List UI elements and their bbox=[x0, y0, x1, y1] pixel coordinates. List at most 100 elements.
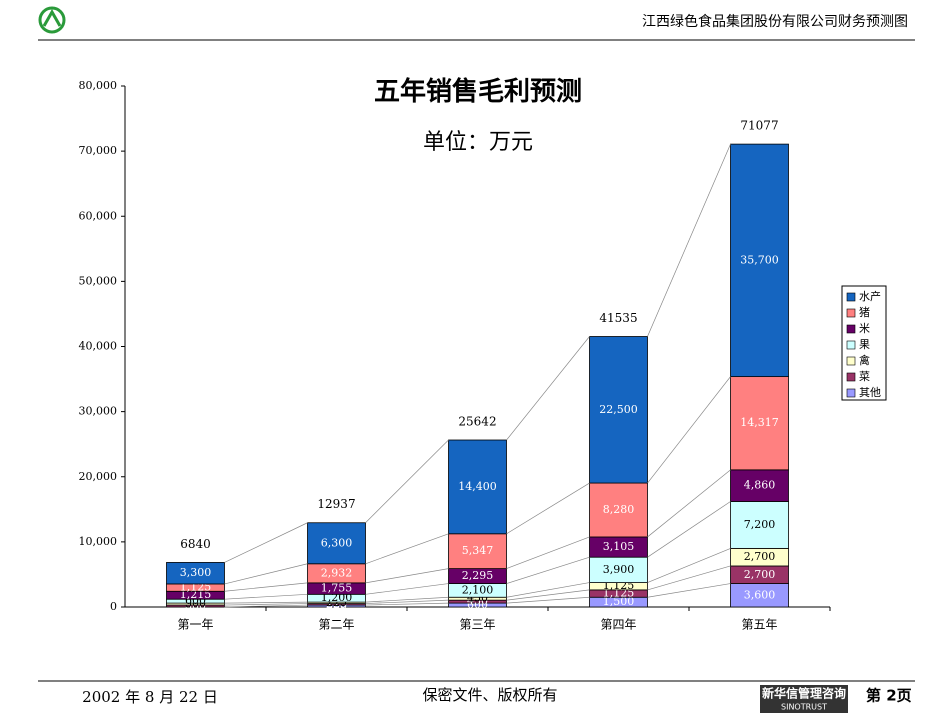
value-label: 2,295 bbox=[462, 569, 494, 582]
brand-name: 新华信管理咨询 bbox=[762, 686, 846, 701]
series-connector bbox=[647, 376, 731, 484]
series-connector bbox=[365, 599, 449, 604]
chart-title: 五年销售毛利预测 bbox=[374, 76, 582, 107]
value-label: 6,300 bbox=[321, 536, 353, 549]
value-label: 4,860 bbox=[744, 479, 776, 492]
value-label: 2,700 bbox=[744, 550, 776, 563]
logo-icon bbox=[38, 6, 66, 34]
brand-logo bbox=[760, 685, 848, 713]
bar-segment bbox=[448, 533, 507, 570]
value-label: 22,500 bbox=[599, 403, 638, 416]
legend-swatch bbox=[846, 356, 856, 366]
value-label: 8,280 bbox=[603, 503, 635, 516]
series-connector bbox=[224, 601, 308, 604]
legend-label: 菜 bbox=[859, 370, 870, 383]
total-label: 12937 bbox=[317, 497, 355, 511]
series-connector bbox=[647, 143, 731, 337]
legend-swatch bbox=[846, 308, 856, 318]
brand-name-en: SINOTRUST bbox=[781, 703, 827, 712]
legend-swatch bbox=[846, 372, 856, 382]
total-label: 6840 bbox=[180, 537, 211, 551]
legend-label: 禽 bbox=[859, 353, 870, 367]
value-label: 14,317 bbox=[740, 416, 779, 429]
bar-segment bbox=[730, 469, 789, 502]
bar-segment bbox=[730, 143, 789, 378]
series-connector bbox=[506, 482, 590, 535]
series-connector bbox=[224, 593, 308, 600]
series-connector bbox=[647, 583, 731, 598]
x-tick-label: 第五年 bbox=[741, 618, 777, 632]
footer-notice: 保密文件、版权所有 bbox=[422, 686, 557, 704]
series-connector bbox=[224, 582, 308, 592]
series-connector bbox=[506, 336, 590, 441]
bar-segment bbox=[589, 336, 648, 484]
series-connector bbox=[506, 582, 590, 598]
y-tick-label: 80,000 bbox=[79, 79, 118, 92]
footer-date: 2002 年 8 月 22 日 bbox=[82, 688, 218, 706]
legend-swatch bbox=[846, 388, 856, 398]
logo-box bbox=[70, 9, 126, 33]
y-tick-label: 0 bbox=[110, 600, 117, 613]
legend-label: 米 bbox=[859, 322, 870, 335]
logo-icon bbox=[42, 8, 62, 27]
series-connector bbox=[647, 501, 731, 558]
series-connector bbox=[365, 533, 449, 565]
value-label: 3,900 bbox=[603, 563, 635, 576]
series-connector bbox=[365, 568, 449, 584]
total-label: 41535 bbox=[599, 311, 637, 325]
value-label: 5,347 bbox=[462, 544, 494, 557]
y-tick-label: 50,000 bbox=[79, 274, 118, 287]
legend-label: 水产 bbox=[859, 289, 881, 303]
value-label: 2,100 bbox=[462, 583, 494, 596]
bar-segment bbox=[589, 556, 648, 583]
value-label: 1,755 bbox=[321, 582, 353, 595]
legend-label: 其他 bbox=[859, 386, 881, 399]
chart-subtitle: 单位：万元 bbox=[423, 130, 533, 155]
series-connector bbox=[365, 596, 449, 603]
total-label: 71077 bbox=[740, 119, 778, 133]
series-connector bbox=[647, 565, 731, 591]
value-label: 3,105 bbox=[603, 540, 635, 553]
series-connector bbox=[224, 522, 308, 563]
x-tick-label: 第三年 bbox=[459, 618, 495, 632]
value-label: 3,600 bbox=[744, 588, 776, 601]
series-connector bbox=[647, 469, 731, 538]
y-tick-label: 10,000 bbox=[79, 535, 118, 548]
x-tick-label: 第一年 bbox=[177, 618, 213, 632]
legend-swatch bbox=[846, 324, 856, 334]
series-connector bbox=[224, 603, 308, 606]
value-label: 2,932 bbox=[321, 566, 353, 579]
y-tick-label: 40,000 bbox=[79, 340, 118, 353]
legend-label: 猪 bbox=[859, 306, 870, 319]
value-label: 14,400 bbox=[458, 480, 497, 493]
series-connector bbox=[224, 604, 308, 608]
legend-swatch bbox=[846, 340, 856, 350]
bar-segment bbox=[730, 376, 789, 471]
bar-segment bbox=[589, 482, 648, 538]
series-connector bbox=[647, 548, 731, 583]
bar-segment bbox=[166, 562, 225, 585]
value-label: 3,300 bbox=[180, 566, 212, 579]
total-label: 25642 bbox=[458, 415, 496, 429]
series-connector bbox=[506, 596, 590, 604]
x-tick-label: 第四年 bbox=[600, 618, 636, 632]
series-connector bbox=[506, 589, 590, 601]
series-connector bbox=[224, 563, 308, 585]
series-connector bbox=[365, 602, 449, 606]
legend-label: 果 bbox=[859, 338, 870, 351]
y-tick-label: 70,000 bbox=[79, 144, 118, 157]
y-tick-label: 60,000 bbox=[79, 209, 118, 222]
bar-segment bbox=[448, 439, 507, 535]
series-connector bbox=[506, 536, 590, 569]
y-tick-label: 30,000 bbox=[79, 405, 118, 418]
value-label: 7,200 bbox=[744, 518, 776, 531]
bar-segment bbox=[307, 522, 366, 565]
x-tick-label: 第二年 bbox=[318, 618, 354, 632]
value-label: 1,500 bbox=[603, 595, 635, 608]
value-label: 2,700 bbox=[744, 568, 776, 581]
series-connector bbox=[365, 583, 449, 595]
header-title: 江西绿色食品集团股份有限公司财务预测图 bbox=[642, 13, 908, 30]
value-label: 35,700 bbox=[740, 253, 779, 266]
page-number: 第 2页 bbox=[866, 687, 912, 705]
